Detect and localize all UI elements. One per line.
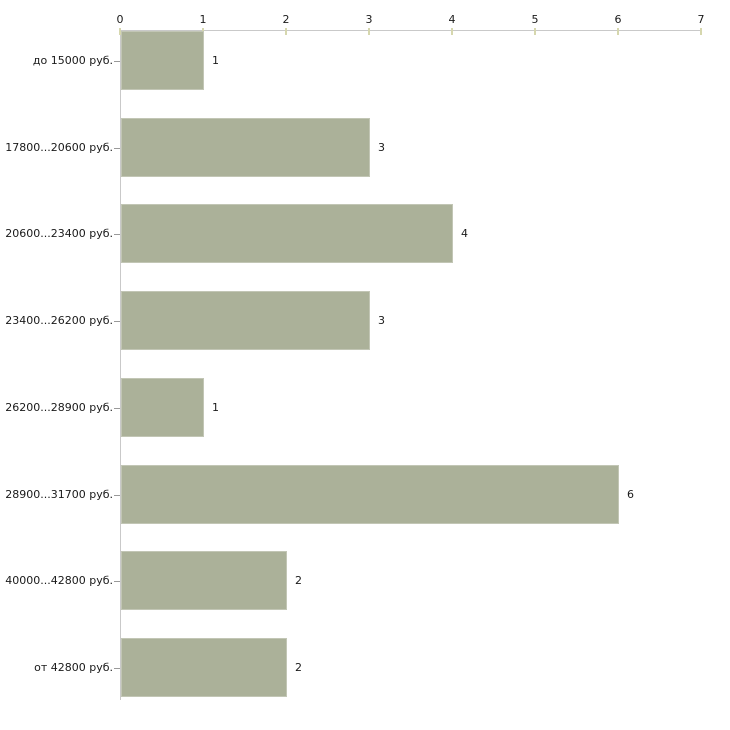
category-tick-mark — [114, 407, 120, 409]
x-axis-tick-label: 0 — [116, 13, 124, 26]
value-label: 1 — [212, 400, 219, 414]
category-label: от 42800 руб. — [34, 660, 113, 674]
bar-row: 23400...26200 руб. 3 — [0, 291, 730, 350]
x-axis-line — [120, 30, 701, 31]
value-label: 4 — [461, 226, 468, 240]
bar — [121, 31, 204, 90]
category-tick-mark — [114, 667, 120, 669]
bar-row: 26200...28900 руб. 1 — [0, 378, 730, 437]
bar — [121, 465, 619, 524]
x-axis-tick-mark — [534, 28, 536, 35]
bar-row: 20600...23400 руб. 4 — [0, 204, 730, 263]
x-axis-tick-mark — [285, 28, 287, 35]
x-axis-tick-label: 1 — [199, 13, 207, 26]
bar — [121, 638, 287, 697]
value-label: 1 — [212, 53, 219, 67]
bar — [121, 291, 370, 350]
x-axis-tick-mark — [700, 28, 702, 35]
bar — [121, 118, 370, 177]
x-axis-tick-mark — [368, 28, 370, 35]
category-tick-mark — [114, 60, 120, 62]
y-axis-line — [120, 30, 121, 700]
bar-row: 40000...42800 руб. 2 — [0, 551, 730, 610]
category-tick-mark — [114, 580, 120, 582]
bar-row: 17800...20600 руб. 3 — [0, 118, 730, 177]
x-axis-tick-label: 2 — [282, 13, 290, 26]
x-axis-tick-label: 6 — [614, 13, 622, 26]
x-axis-tick-mark — [617, 28, 619, 35]
category-label: 20600...23400 руб. — [5, 226, 113, 240]
bar — [121, 204, 453, 263]
bar-row: от 42800 руб. 2 — [0, 638, 730, 697]
bar — [121, 378, 204, 437]
x-axis-tick-label: 7 — [697, 13, 705, 26]
category-label: 23400...26200 руб. — [5, 313, 113, 327]
x-axis-tick-label: 5 — [531, 13, 539, 26]
x-axis-tick-label: 3 — [365, 13, 373, 26]
category-label: 17800...20600 руб. — [5, 140, 113, 154]
x-axis-tick-mark — [451, 28, 453, 35]
category-tick-mark — [114, 494, 120, 496]
bar — [121, 551, 287, 610]
value-label: 6 — [627, 487, 634, 501]
category-label: 26200...28900 руб. — [5, 400, 113, 414]
value-label: 3 — [378, 140, 385, 154]
bar-row: до 15000 руб. 1 — [0, 31, 730, 90]
category-label: до 15000 руб. — [32, 53, 113, 67]
category-tick-mark — [114, 233, 120, 235]
category-tick-mark — [114, 147, 120, 149]
bar-row: 28900...31700 руб. 6 — [0, 465, 730, 524]
value-label: 2 — [295, 573, 302, 587]
x-axis-tick-mark — [119, 28, 121, 35]
category-tick-mark — [114, 320, 120, 322]
category-label: 28900...31700 руб. — [5, 487, 113, 501]
value-label: 2 — [295, 660, 302, 674]
x-axis-tick-label: 4 — [448, 13, 456, 26]
category-label: 40000...42800 руб. — [5, 573, 113, 587]
value-label: 3 — [378, 313, 385, 327]
